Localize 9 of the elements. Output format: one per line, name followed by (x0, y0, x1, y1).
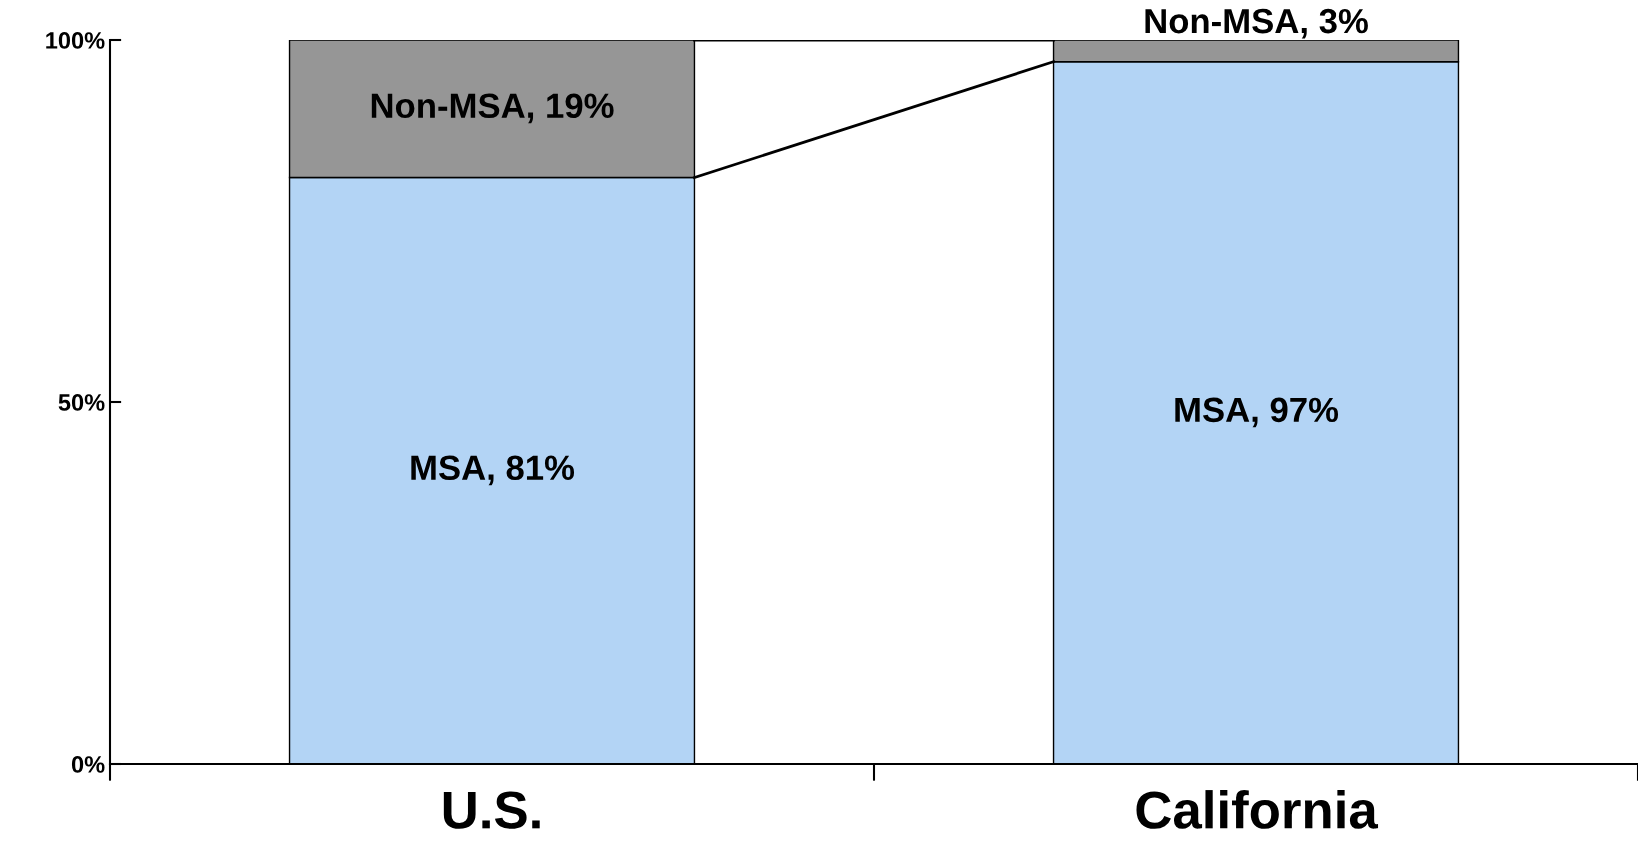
data-label: MSA, 81% (411, 455, 575, 486)
data-label: MSA, 97% (1175, 397, 1339, 428)
data-label: Non-MSA, 19% (371, 93, 614, 124)
data-label: Non-MSA, 3% (1145, 8, 1368, 39)
x-tick-label: U.S. (443, 791, 540, 829)
y-tick-label: 50% (58, 394, 105, 411)
x-tick-label: California (1136, 790, 1379, 829)
y-tick-label: 0% (71, 756, 105, 773)
y-tick-label: 100% (46, 32, 105, 49)
